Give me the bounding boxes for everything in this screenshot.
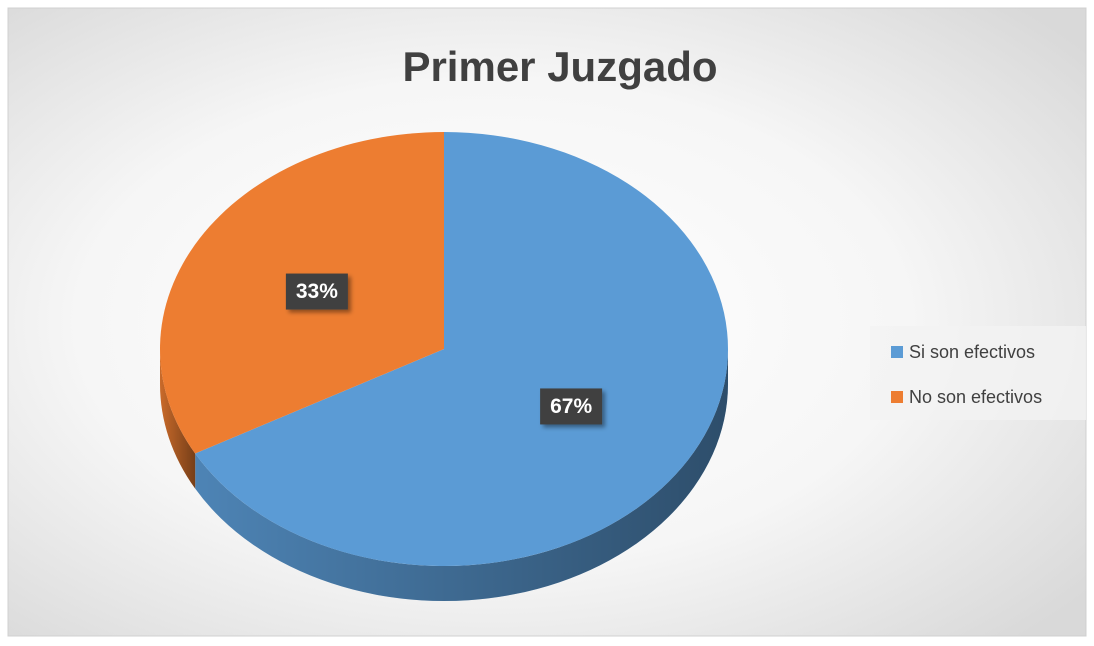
legend-label: No son efectivos — [909, 387, 1042, 407]
legend-swatch — [891, 391, 903, 403]
data-label-box — [540, 388, 603, 425]
slice-side-shade — [160, 349, 196, 489]
slice — [195, 132, 729, 566]
data-label-box — [285, 273, 348, 310]
legend-label: Si son efectivos — [909, 342, 1035, 362]
chart-title: Primer Juzgado — [402, 43, 717, 90]
data-label: 33% — [296, 280, 338, 303]
slice-side-shade — [195, 349, 728, 601]
legend-box — [870, 326, 1086, 420]
data-label: 67% — [550, 395, 592, 418]
legend-swatch — [891, 346, 903, 358]
